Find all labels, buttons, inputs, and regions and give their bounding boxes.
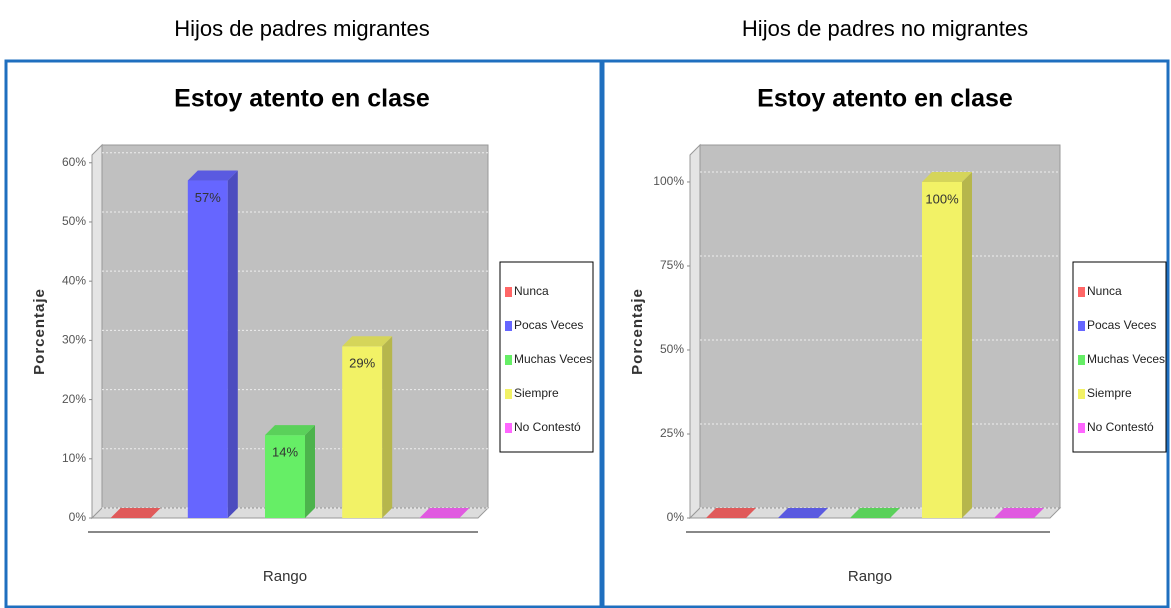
legend-swatch (505, 355, 512, 365)
bar-top (922, 171, 972, 182)
y-tick-label: 30% (62, 333, 86, 347)
legend-swatch (505, 321, 512, 331)
bar-top (778, 508, 828, 518)
legend-swatch (505, 423, 512, 433)
y-tick-label: 75% (660, 258, 684, 272)
x-axis-label: Rango (263, 568, 307, 585)
bar-top (850, 508, 900, 518)
legend-label: Muchas Veces (1087, 352, 1165, 366)
bar-side (962, 171, 972, 518)
legend-label: Siempre (514, 386, 559, 400)
y-tick-label: 40% (62, 273, 86, 287)
legend-swatch (1078, 321, 1085, 331)
bar (187, 180, 228, 518)
legend-swatch (505, 287, 512, 297)
bar-side (382, 336, 393, 518)
legend-label: Nunca (1087, 284, 1122, 298)
y-tick-label: 10% (62, 451, 86, 465)
y-tick-label: 25% (660, 426, 684, 440)
value-label: 29% (349, 356, 375, 371)
y-tick-label: 0% (69, 510, 87, 524)
value-label: 100% (925, 191, 959, 206)
bar-top (419, 508, 470, 518)
legend-label: Siempre (1087, 386, 1132, 400)
caption: Hijos de padres migrantes (174, 16, 430, 41)
legend-label: Pocas Veces (514, 318, 583, 332)
y-tick-label: 60% (62, 155, 86, 169)
left-wall (689, 143, 701, 520)
bar-top (110, 508, 161, 518)
caption: Hijos de padres no migrantes (742, 16, 1028, 41)
legend-swatch (1078, 287, 1085, 297)
plot-area (699, 144, 1061, 509)
y-tick-label: 50% (660, 342, 684, 356)
bar-side (227, 170, 238, 518)
y-tick-label: 50% (62, 214, 86, 228)
value-label: 57% (195, 190, 221, 205)
legend-box (1072, 261, 1167, 453)
legend-label: No Contestó (514, 420, 581, 434)
y-axis-label: Porcentaje (31, 288, 48, 375)
bar-side (305, 425, 315, 518)
plot-area (101, 144, 489, 509)
legend-swatch (1078, 423, 1085, 433)
y-tick-label: 100% (653, 174, 684, 188)
bar-top (265, 425, 315, 436)
legend-label: No Contestó (1087, 420, 1154, 434)
legend-box (499, 261, 594, 453)
bar-top (187, 170, 238, 181)
bar (342, 346, 383, 518)
legend-swatch (1078, 355, 1085, 365)
x-axis-label: Rango (848, 568, 892, 585)
value-label: 14% (272, 445, 298, 460)
legend-label: Nunca (514, 284, 549, 298)
bar (265, 435, 305, 518)
bar-top (342, 336, 393, 347)
chart-title: Estoy atento en clase (757, 85, 1013, 113)
chart-title: Estoy atento en clase (174, 85, 430, 113)
y-tick-label: 20% (62, 392, 86, 406)
legend-swatch (505, 389, 512, 399)
legend-label: Muchas Veces (514, 352, 592, 366)
left-wall (91, 143, 103, 520)
y-tick-label: 0% (667, 510, 685, 524)
bar-top (706, 508, 756, 518)
bar (922, 181, 962, 518)
y-axis-label: Porcentaje (629, 288, 646, 375)
legend-swatch (1078, 389, 1085, 399)
bar-top (994, 508, 1044, 518)
legend-label: Pocas Veces (1087, 318, 1156, 332)
